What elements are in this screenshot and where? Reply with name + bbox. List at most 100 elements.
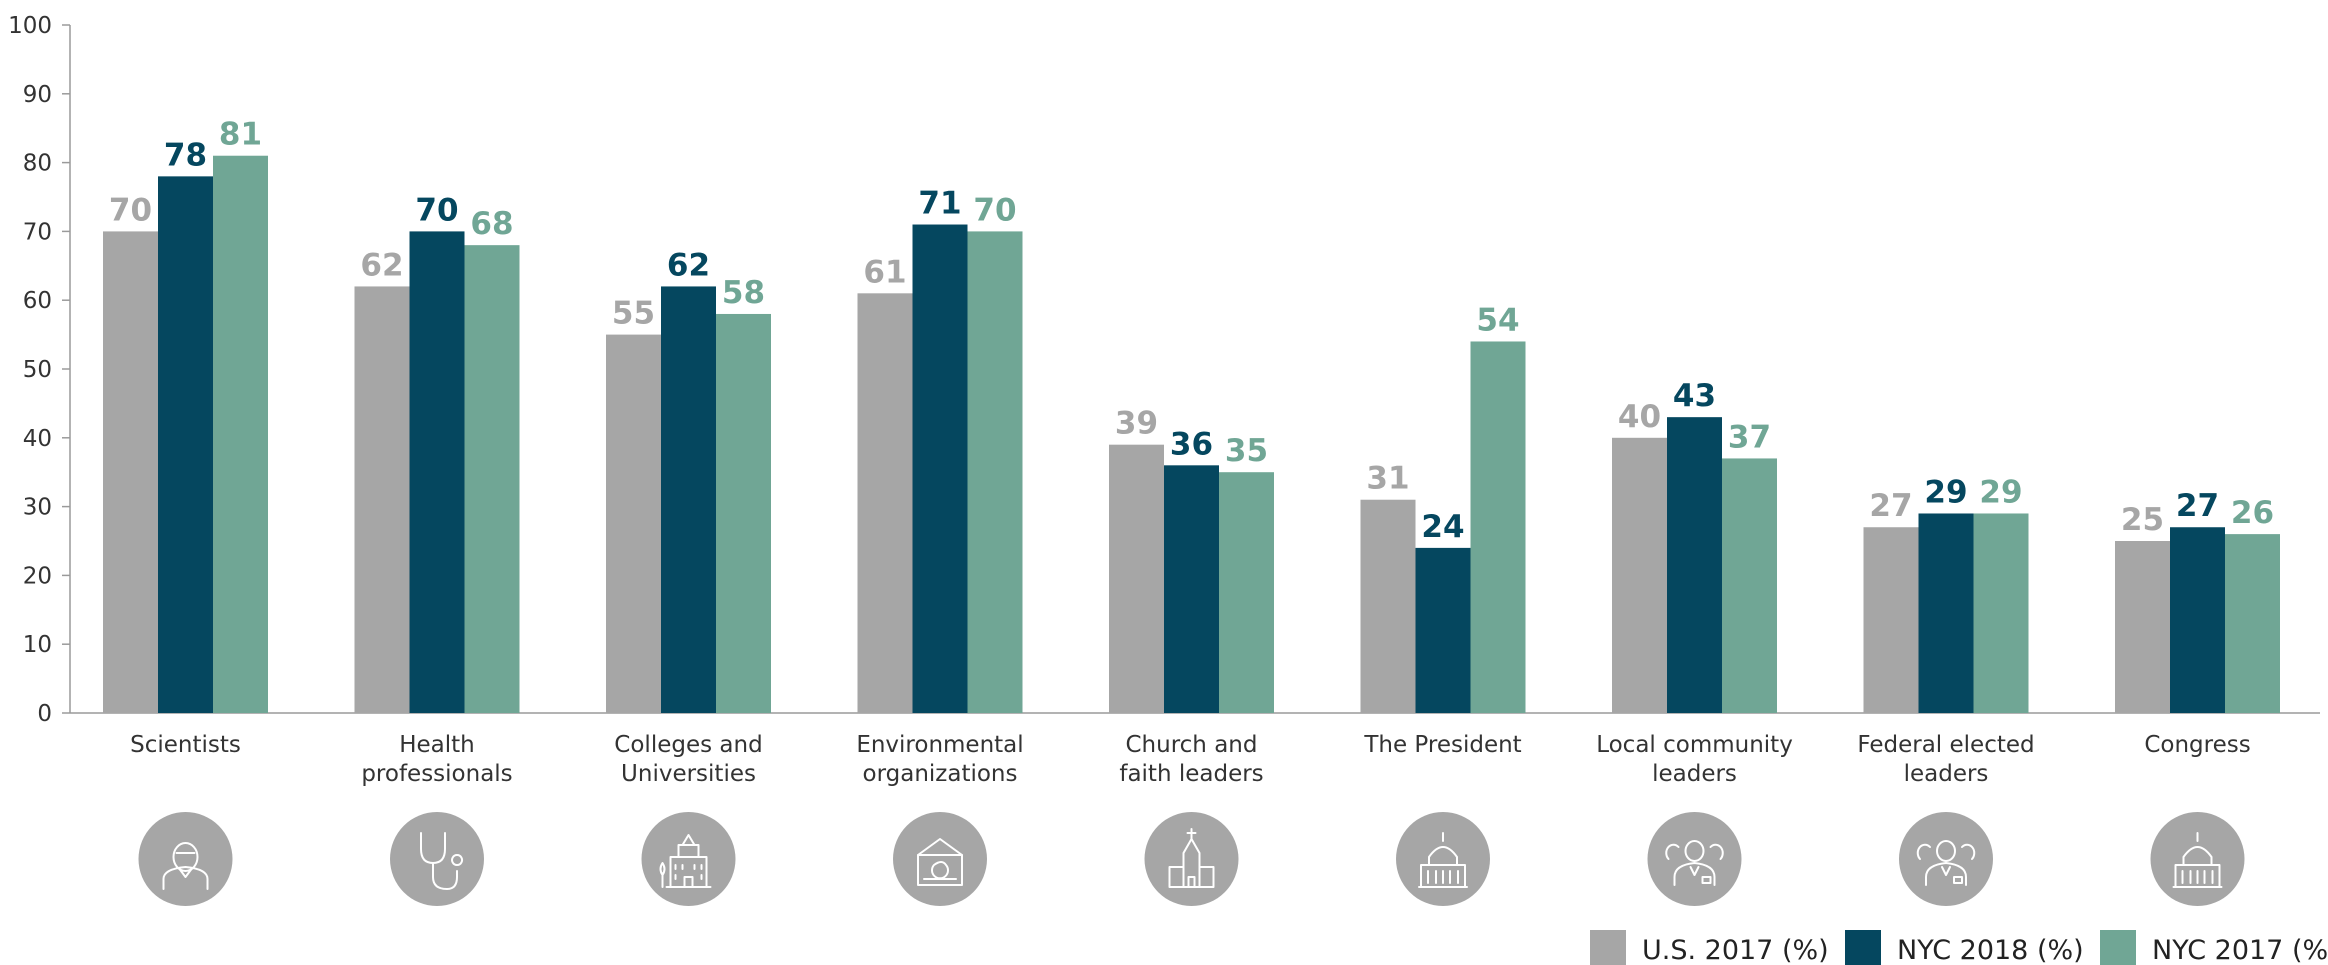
category-label: Scientists [130, 732, 241, 758]
data-label: 37 [1728, 419, 1771, 455]
data-label: 29 [1924, 474, 1967, 510]
bar [464, 245, 520, 713]
icon-circle [641, 812, 736, 906]
icon-circle [893, 812, 987, 906]
bar [1109, 444, 1164, 713]
icon-stroke [1953, 876, 1963, 884]
icon-circle [2150, 812, 2245, 906]
environmental-building-icon [893, 812, 987, 906]
bar [857, 293, 913, 713]
church-icon [1144, 812, 1239, 906]
icon-circle [1396, 812, 1490, 906]
icon-stroke [1936, 840, 1956, 862]
icon-stroke [1925, 862, 1967, 886]
icon-stroke [1186, 828, 1197, 840]
icon-stroke [2181, 870, 2214, 884]
icon-stroke [1187, 876, 1196, 888]
data-label: 36 [1170, 426, 1213, 462]
bar [1415, 547, 1471, 713]
category-label: Federal elected [1857, 732, 2034, 758]
icon-stroke [931, 861, 949, 880]
bar [158, 176, 213, 714]
elected-leaders-icon [1899, 812, 1993, 906]
y-tick-label: 60 [23, 288, 52, 314]
bar [1722, 458, 1777, 713]
bar [213, 155, 268, 714]
category-label: leaders [1904, 761, 1989, 787]
icon-stroke [917, 838, 963, 856]
data-label: 68 [470, 206, 513, 242]
data-label: 31 [1366, 461, 1409, 497]
icon-stroke [665, 856, 712, 888]
data-label: 78 [164, 137, 207, 173]
category-label: faith leaders [1119, 761, 1263, 787]
bar [1918, 513, 1974, 713]
legend-item: U.S. 2017 (%) [1590, 930, 1829, 965]
category-label: professionals [361, 761, 512, 787]
y-tick-label: 80 [23, 151, 52, 177]
data-label: 27 [2176, 488, 2219, 524]
icon-stroke [1941, 866, 1951, 876]
icon-circle [1899, 812, 1993, 906]
icon-stroke [659, 862, 666, 888]
icon-stroke [432, 862, 458, 890]
icon-stroke [683, 876, 694, 888]
capitol-icon [1396, 812, 1490, 906]
icon-circle [390, 812, 484, 906]
y-tick-label: 20 [23, 563, 52, 589]
bar [606, 334, 661, 713]
y-tick-label: 90 [23, 82, 52, 108]
icon-stroke [1689, 866, 1700, 876]
category-label: organizations [863, 761, 1018, 787]
y-tick-label: 30 [23, 495, 52, 521]
icon-stroke [178, 868, 193, 878]
bar [661, 286, 716, 713]
data-label: 55 [612, 296, 655, 332]
bar [1219, 472, 1274, 713]
icon-stroke [1168, 866, 1215, 888]
y-tick-label: 0 [37, 701, 52, 727]
community-leaders-icon [1647, 812, 1742, 906]
icon-stroke [2182, 846, 2213, 866]
icon-stroke [1701, 876, 1712, 884]
icon-stroke [677, 834, 700, 858]
data-label: 39 [1115, 406, 1158, 442]
category-label: The President [1363, 732, 1521, 758]
bar [912, 224, 968, 713]
stethoscope-icon [390, 812, 484, 906]
bar [1164, 465, 1219, 713]
legend-label: NYC 2018 (%) [1897, 935, 2084, 965]
data-label: 61 [863, 254, 906, 290]
data-label: 40 [1618, 399, 1661, 435]
data-label: 71 [918, 186, 961, 222]
y-tick-label: 10 [23, 632, 52, 658]
y-tick-label: 40 [23, 426, 52, 452]
data-label: 24 [1421, 509, 1464, 545]
bar [1360, 499, 1416, 713]
bar [2170, 527, 2225, 713]
category-label: Local community [1596, 732, 1793, 758]
university-icon [641, 812, 736, 906]
capitol-icon [2150, 812, 2245, 906]
data-label: 70 [973, 192, 1016, 228]
bar [354, 286, 410, 713]
bar [1470, 341, 1526, 713]
legend-label: NYC 2017 (%) [2152, 935, 2328, 965]
icon-stroke [1673, 862, 1716, 886]
legend: U.S. 2017 (%) NYC 2018 (%) NYC 2017 (%) [1590, 930, 2328, 965]
bar [2115, 541, 2170, 713]
icon-circle [1144, 812, 1239, 906]
data-label: 81 [219, 117, 262, 153]
data-label: 70 [109, 192, 152, 228]
legend-item: NYC 2017 (%) [2100, 930, 2328, 965]
bar [2225, 534, 2280, 713]
bar [967, 231, 1023, 713]
bar [409, 231, 465, 713]
category-label: Church and [1126, 732, 1258, 758]
y-tick-label: 50 [23, 357, 52, 383]
icon-stroke [1428, 846, 1458, 866]
data-label: 54 [1476, 302, 1519, 338]
data-label: 70 [415, 192, 458, 228]
legend-swatch [1845, 930, 1881, 965]
